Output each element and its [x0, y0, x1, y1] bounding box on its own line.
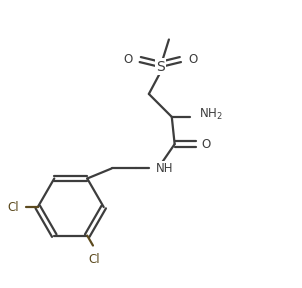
Text: O: O: [188, 53, 198, 66]
Text: NH: NH: [156, 162, 173, 175]
Text: S: S: [156, 60, 165, 74]
Text: Cl: Cl: [88, 253, 100, 266]
Text: O: O: [123, 53, 132, 66]
Text: NH$_2$: NH$_2$: [199, 107, 223, 122]
Text: Cl: Cl: [8, 200, 19, 214]
Text: O: O: [202, 138, 211, 151]
